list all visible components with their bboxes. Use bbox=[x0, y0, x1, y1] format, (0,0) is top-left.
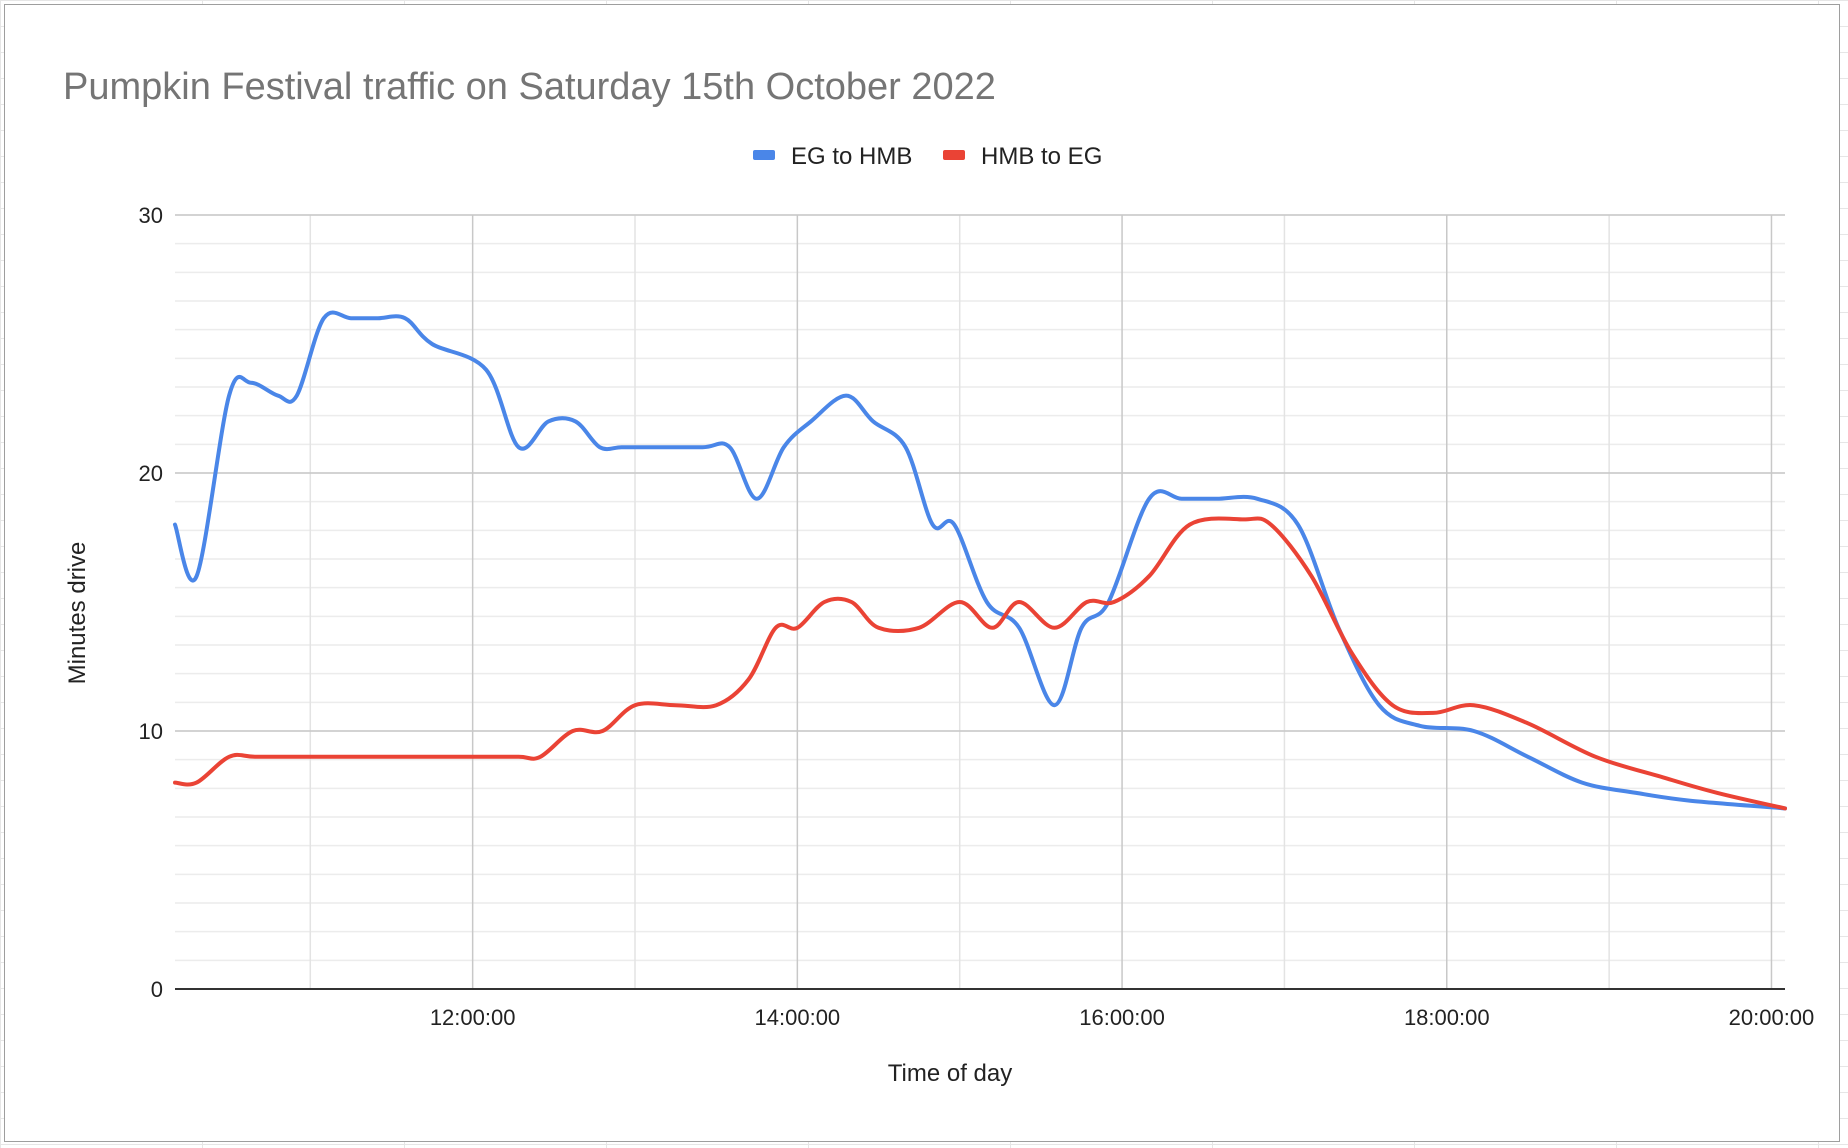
axes: 0 10 20 30 12:00:00 14:00:00 16:00:00 18:00:00 2… bbox=[139, 203, 1815, 1030]
chart-title: Pumpkin Festival traffic on Saturday 15t… bbox=[63, 66, 996, 108]
x-axis-title: Time of day bbox=[888, 1060, 1013, 1087]
legend[interactable]: EG to HMB HMB to EG bbox=[753, 143, 1102, 170]
series-lines bbox=[173, 310, 1787, 811]
x-tick-label: 20:00:00 bbox=[1729, 1005, 1815, 1030]
x-tick-label: 16:00:00 bbox=[1079, 1005, 1165, 1030]
y-tick-label: 10 bbox=[139, 719, 163, 744]
y-tick-label: 20 bbox=[139, 461, 163, 486]
y-axis-title: Minutes drive bbox=[64, 542, 91, 685]
y-tick-label: 30 bbox=[139, 203, 163, 228]
line-chart[interactable]: Pumpkin Festival traffic on Saturday 15t… bbox=[5, 5, 1841, 1143]
y-tick-label: 0 bbox=[151, 977, 163, 1002]
legend-item[interactable]: EG to HMB bbox=[753, 143, 912, 170]
legend-item[interactable]: HMB to EG bbox=[943, 143, 1102, 170]
legend-label: HMB to EG bbox=[981, 143, 1102, 170]
x-tick-label: 14:00:00 bbox=[755, 1005, 841, 1030]
gridlines bbox=[175, 214, 1785, 990]
chart-container[interactable]: Pumpkin Festival traffic on Saturday 15t… bbox=[4, 4, 1840, 1142]
series-line-hmb-to-eg bbox=[173, 516, 1787, 811]
x-tick-label: 12:00:00 bbox=[430, 1005, 516, 1030]
legend-label: EG to HMB bbox=[791, 143, 912, 170]
legend-swatch bbox=[943, 150, 965, 160]
legend-swatch bbox=[753, 150, 775, 160]
x-tick-label: 18:00:00 bbox=[1404, 1005, 1490, 1030]
